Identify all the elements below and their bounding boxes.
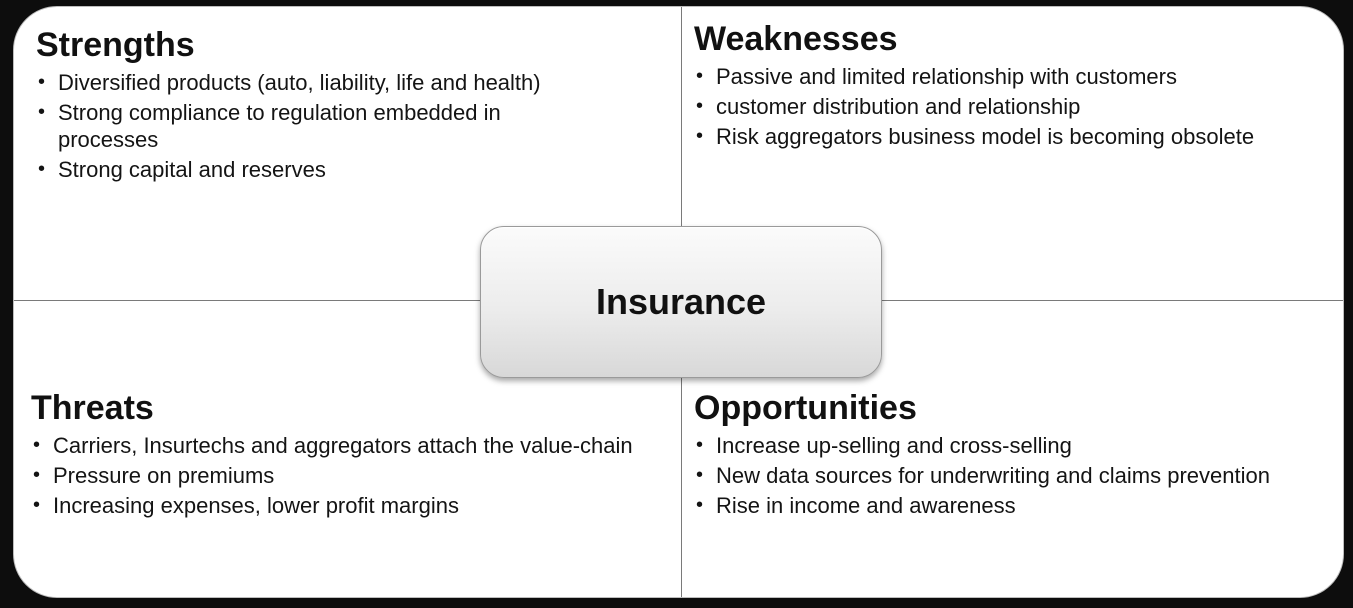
opportunities-quadrant: Opportunities • Increase up-selling and c…: [694, 388, 1334, 522]
weakness-item-3: Risk aggregators business model is becom…: [716, 124, 1255, 149]
threat-item-3: Increasing expenses, lower profit margin…: [53, 493, 459, 518]
threat-item-1: Carriers, Insurtechs and aggregators att…: [53, 433, 633, 458]
bullet: •: [696, 434, 704, 456]
bullet: •: [696, 494, 704, 516]
threats-list: • Carriers, Insurtechs and aggregators at…: [31, 432, 651, 519]
weakness-item-1: Passive and limited relationship with cu…: [716, 64, 1177, 89]
bullet: •: [38, 71, 46, 93]
weaknesses-title: Weaknesses: [694, 20, 898, 58]
weaknesses-quadrant: Weaknesses • Passive and limited relation…: [694, 19, 1334, 153]
list-item: • Increasing expenses, lower profit margi…: [31, 492, 651, 519]
center-label-box: Insurance: [480, 226, 882, 378]
opportunity-item-1: Increase up-selling and cross-selling: [716, 433, 1072, 458]
list-item: • New data sources for underwriting and c…: [694, 462, 1334, 489]
list-item: • Carriers, Insurtechs and aggregators at…: [31, 432, 651, 459]
list-item: • Increase up-selling and cross-selling: [694, 432, 1334, 459]
list-item: • Strong capital and reserves: [36, 156, 596, 183]
list-item: • customer distribution and relationship: [694, 93, 1334, 120]
center-label: Insurance: [595, 281, 767, 322]
strength-item-1: Diversified products (auto, liability, l…: [58, 70, 541, 95]
list-item: • Passive and limited relationship with c…: [694, 63, 1334, 90]
bullet: •: [696, 65, 704, 87]
strengths-list: • Diversified products (auto, liability, …: [36, 69, 596, 183]
threats-quadrant: Threats • Carriers, Insurtechs and aggreg…: [31, 388, 651, 522]
list-item: • Rise in income and awareness: [694, 492, 1334, 519]
strength-item-2: Strong compliance to regulation embedded…: [58, 100, 501, 152]
opportunities-list: • Increase up-selling and cross-selling •…: [694, 432, 1334, 519]
strengths-title: Strengths: [36, 26, 195, 64]
opportunity-item-2: New data sources for underwriting and cl…: [716, 463, 1270, 488]
weakness-item-2: customer distribution and relationship: [716, 94, 1081, 119]
threats-title: Threats: [31, 389, 154, 427]
bullet: •: [33, 434, 41, 456]
swot-board: Strengths • Diversified products (auto, l…: [13, 6, 1344, 598]
bullet: •: [38, 101, 46, 123]
list-item: • Strong compliance to regulation embedde…: [36, 99, 596, 153]
bullet: •: [38, 158, 46, 180]
list-item: • Risk aggregators business model is beco…: [694, 123, 1334, 150]
bullet: •: [696, 125, 704, 147]
opportunity-item-3: Rise in income and awareness: [716, 493, 1016, 518]
opportunities-title: Opportunities: [694, 389, 917, 427]
threat-item-2: Pressure on premiums: [53, 463, 275, 488]
list-item: • Pressure on premiums: [31, 462, 651, 489]
strengths-quadrant: Strengths • Diversified products (auto, l…: [36, 25, 596, 186]
strength-item-3: Strong capital and reserves: [58, 157, 326, 182]
bullet: •: [696, 464, 704, 486]
bullet: •: [696, 95, 704, 117]
bullet: •: [33, 464, 41, 486]
list-item: • Diversified products (auto, liability, …: [36, 69, 596, 96]
bullet: •: [33, 494, 41, 516]
weaknesses-list: • Passive and limited relationship with c…: [694, 63, 1334, 150]
